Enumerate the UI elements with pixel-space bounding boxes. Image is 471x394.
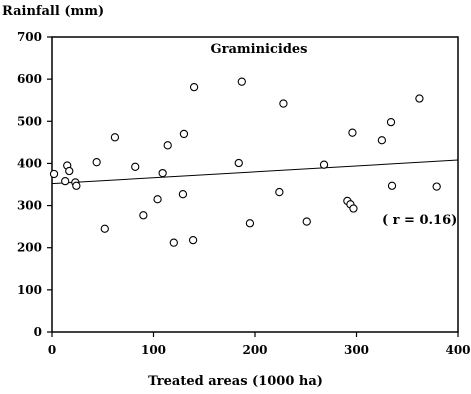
- y-tick-label: 300: [17, 199, 42, 213]
- plot-frame: [51, 36, 459, 333]
- x-axis-ticks: 0 100 200 300 400: [48, 332, 471, 357]
- plot-area: [51, 36, 459, 333]
- data-point: [432, 182, 441, 191]
- y-tick-label: 500: [17, 114, 42, 128]
- data-point: [178, 190, 188, 199]
- data-point: [189, 83, 199, 92]
- data-point: [153, 195, 162, 204]
- y-tick-label: 100: [17, 283, 42, 297]
- x-tick-label: 300: [344, 343, 369, 357]
- data-point: [158, 168, 167, 178]
- data-point: [139, 211, 148, 220]
- data-point: [61, 176, 70, 186]
- x-tick-label: 100: [141, 343, 166, 357]
- y-tick-label: 0: [34, 325, 42, 339]
- correlation-annotation: ( r = 0.16): [382, 213, 457, 228]
- data-point: [387, 181, 397, 190]
- data-point: [377, 136, 387, 145]
- data-point: [234, 158, 243, 168]
- data-point: [386, 117, 396, 127]
- x-axis-label: Treated areas (1000 ha): [148, 374, 323, 389]
- data-point: [65, 166, 74, 176]
- data-point: [131, 162, 140, 171]
- data-point: [169, 238, 178, 247]
- data-point: [302, 217, 311, 226]
- data-point: [92, 158, 101, 167]
- data-points: [49, 77, 441, 247]
- y-axis-label: Rainfall (mm): [2, 4, 105, 19]
- data-point: [163, 141, 172, 150]
- y-tick-label: 700: [17, 30, 42, 44]
- data-point: [348, 128, 357, 137]
- data-point: [275, 187, 284, 197]
- data-point: [245, 219, 255, 228]
- data-point: [279, 99, 288, 108]
- data-point: [188, 235, 198, 245]
- chart-title: Graminicides: [211, 42, 308, 57]
- data-point: [72, 181, 81, 190]
- data-point: [179, 129, 189, 139]
- y-tick-label: 600: [17, 72, 42, 86]
- y-axis-ticks: 0 100 200 300 400 500 600 700: [17, 30, 52, 339]
- x-tick-label: 0: [48, 343, 56, 357]
- y-tick-label: 400: [17, 156, 42, 170]
- data-point: [415, 94, 424, 103]
- data-point: [49, 169, 59, 179]
- trend-line: [51, 159, 459, 185]
- x-tick-label: 200: [242, 343, 267, 357]
- data-point: [100, 224, 109, 233]
- y-tick-label: 200: [17, 241, 42, 255]
- x-tick-label: 400: [445, 343, 470, 357]
- data-point: [237, 77, 246, 86]
- data-point: [110, 133, 120, 142]
- data-point: [349, 204, 358, 213]
- data-point: [319, 160, 329, 169]
